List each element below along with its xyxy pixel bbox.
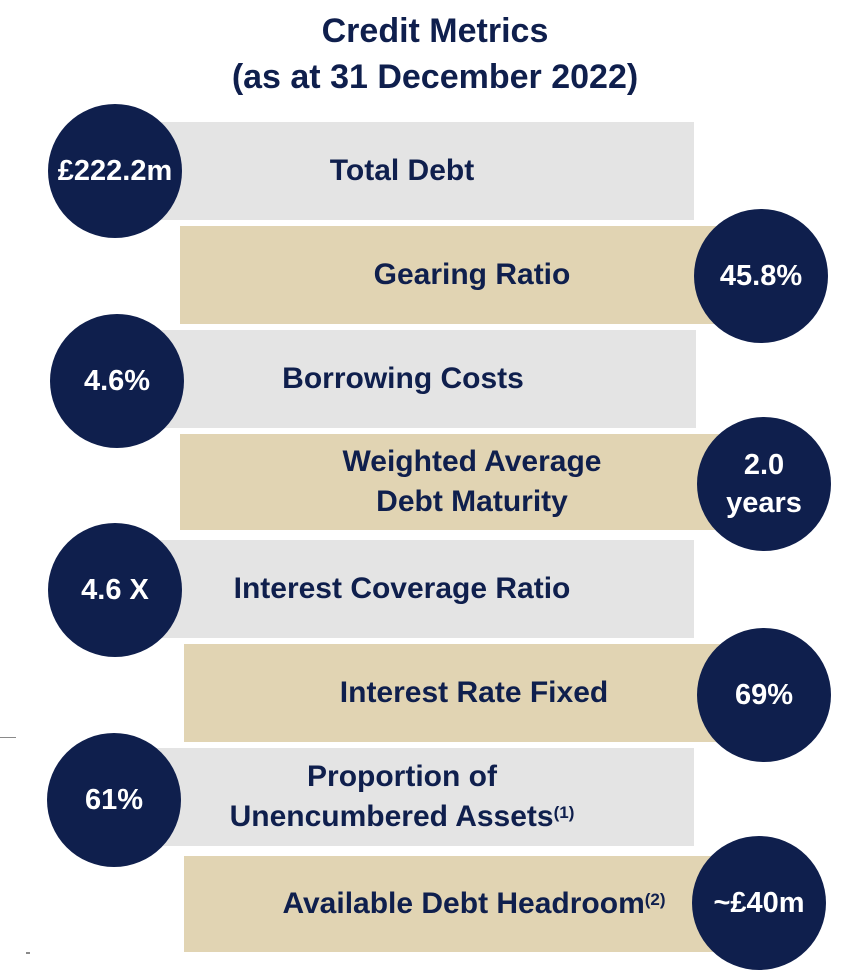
title-line-1: Credit Metrics [321,12,549,50]
metric-label-interest-rate-fixed: Interest Rate Fixed [339,676,609,709]
metric-bar-debt-maturity: Weighted Average Debt Maturity [180,434,764,530]
metric-value-interest-rate-fixed: 69% [697,628,831,762]
edge-marker-dot [26,952,30,954]
metric-bar-interest-coverage: Interest Coverage Ratio [110,540,694,638]
metric-value-gearing-ratio: 45.8% [694,209,828,343]
metric-value-unencumbered-assets: 61% [47,733,181,867]
title-line-2: (as at 31 December 2022) [231,58,639,96]
footnote-2: (2) [644,890,666,909]
metric-value-debt-maturity: 2.0 years [697,417,831,551]
metric-value-total-debt: £222.2m [48,104,182,238]
metric-bar-unencumbered-assets: Proportion of Unencumbered Assets(1) [110,748,694,846]
metric-value-borrowing-costs: 4.6% [50,314,184,448]
metric-bar-interest-rate-fixed: Interest Rate Fixed [184,644,764,742]
metric-bar-borrowing-costs: Borrowing Costs [110,330,696,428]
metric-label-gearing-ratio: Gearing Ratio [373,258,571,291]
metric-label-unencumbered-assets: Proportion of Unencumbered Assets(1) [229,760,575,833]
metric-label-total-debt: Total Debt [329,154,475,187]
metric-value-debt-headroom: ~£40m [692,836,826,970]
metric-label-interest-coverage: Interest Coverage Ratio [233,572,571,605]
metric-label-debt-maturity: Weighted Average Debt Maturity [342,445,602,518]
metric-value-interest-coverage: 4.6 X [48,523,182,657]
edge-marker-line [0,737,16,738]
page-title: Credit Metrics (as at 31 December 2022) [0,8,844,100]
metric-bar-total-debt: Total Debt [110,122,694,220]
metric-bar-gearing-ratio: Gearing Ratio [180,226,764,324]
footnote-1: (1) [553,803,575,822]
metric-label-borrowing-costs: Borrowing Costs [282,362,524,395]
metric-label-debt-headroom: Available Debt Headroom(2) [282,887,666,920]
metric-bar-debt-headroom: Available Debt Headroom(2) [184,856,764,952]
